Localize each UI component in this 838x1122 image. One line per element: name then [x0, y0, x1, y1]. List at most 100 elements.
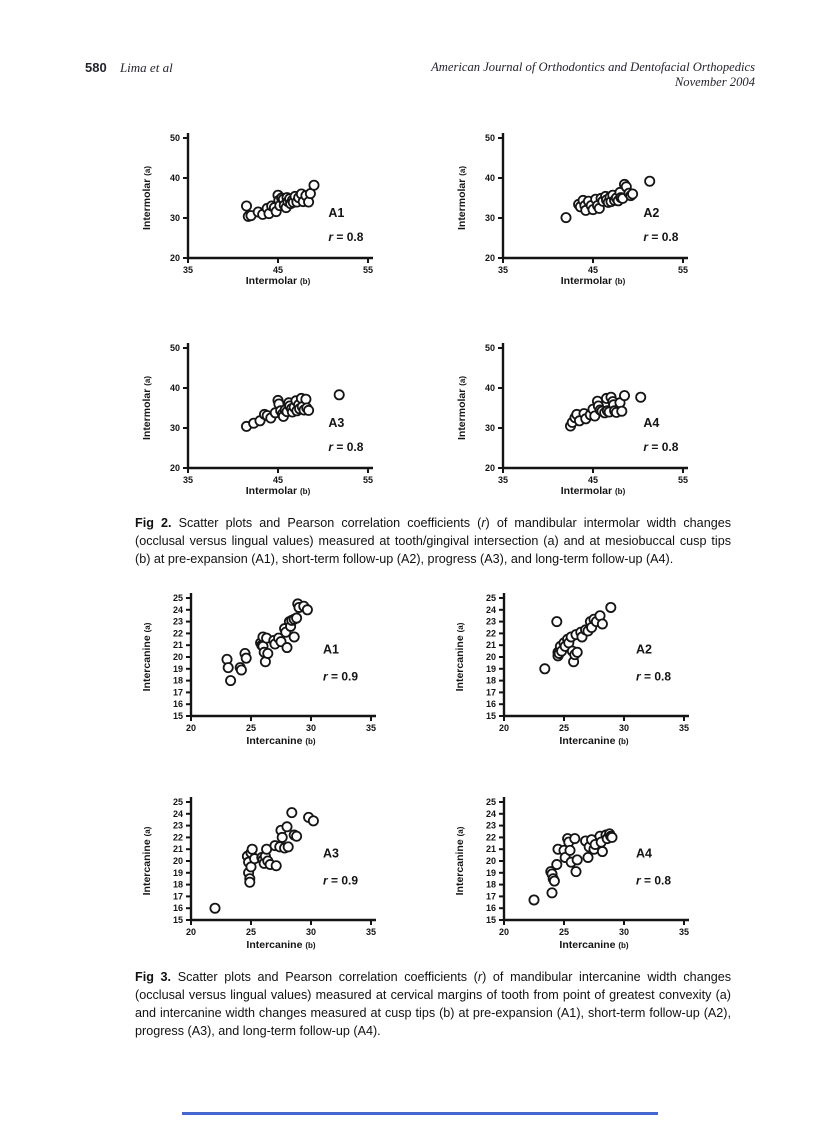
svg-text:18: 18 — [486, 676, 496, 686]
svg-text:r = 0.8: r = 0.8 — [643, 230, 678, 244]
svg-text:r = 0.8: r = 0.8 — [636, 874, 671, 888]
svg-text:45: 45 — [273, 475, 283, 485]
svg-text:A1: A1 — [328, 206, 344, 220]
svg-text:22: 22 — [486, 628, 496, 638]
fig2-caption: Fig 2. Scatter plots and Pearson correla… — [135, 516, 731, 566]
svg-text:55: 55 — [363, 265, 373, 275]
svg-text:25: 25 — [486, 797, 496, 807]
authors: Lima et al — [119, 60, 173, 75]
svg-text:21: 21 — [173, 844, 183, 854]
svg-text:20: 20 — [173, 652, 183, 662]
svg-text:Intercanine (b): Intercanine (b) — [246, 939, 315, 951]
scatter-plot-fig2-a4: 35 45 55 20 30 40 50 Intermolar (b) Intermolar (… — [450, 330, 735, 521]
svg-text:A1: A1 — [323, 642, 339, 656]
svg-text:20: 20 — [485, 463, 495, 473]
svg-text:21: 21 — [486, 844, 496, 854]
svg-text:30: 30 — [306, 927, 316, 937]
svg-text:A2: A2 — [636, 642, 652, 656]
svg-text:18: 18 — [173, 676, 183, 686]
svg-text:17: 17 — [486, 687, 496, 697]
svg-text:25: 25 — [559, 723, 569, 733]
svg-text:24: 24 — [486, 605, 496, 615]
svg-text:20: 20 — [486, 652, 496, 662]
fig3-caption: Fig 3. Scatter plots and Pearson correla… — [135, 970, 732, 1038]
svg-text:22: 22 — [173, 628, 183, 638]
svg-text:15: 15 — [173, 711, 183, 721]
svg-text:20: 20 — [499, 723, 509, 733]
svg-text:16: 16 — [486, 903, 496, 913]
svg-text:24: 24 — [173, 605, 183, 615]
svg-text:A3: A3 — [328, 416, 344, 430]
svg-text:r = 0.9: r = 0.9 — [323, 874, 358, 888]
scatter-plot-fig3-a1: 20 25 30 35 15 16 17 18 19 20 21 22 23 24 25 Intercanin… — [135, 586, 420, 765]
svg-text:Intermolar (b): Intermolar (b) — [561, 485, 626, 497]
svg-text:19: 19 — [173, 868, 183, 878]
svg-text:r = 0.8: r = 0.8 — [643, 440, 678, 454]
svg-text:23: 23 — [486, 821, 496, 831]
svg-text:17: 17 — [173, 891, 183, 901]
header-right: American Journal of Orthodontics and Den… — [431, 60, 755, 90]
svg-text:18: 18 — [173, 880, 183, 890]
scatter-plot-fig3-a4: 20 25 30 35 15 16 17 18 19 20 21 22 23 24 25 Intercanin… — [448, 790, 733, 969]
scatter-plot-fig3-a3: 20 25 30 35 15 16 17 18 19 20 21 22 23 24 25 Intercanin… — [135, 790, 420, 969]
scatter-plot-fig2-a2: 35 45 55 20 30 40 50 Intermolar (b) Intermolar (… — [450, 120, 735, 311]
svg-text:16: 16 — [486, 699, 496, 709]
svg-text:45: 45 — [588, 265, 598, 275]
svg-text:50: 50 — [170, 343, 180, 353]
page-number: 580 — [85, 60, 107, 75]
svg-text:50: 50 — [170, 133, 180, 143]
svg-text:30: 30 — [306, 723, 316, 733]
svg-text:r = 0.8: r = 0.8 — [328, 230, 363, 244]
svg-text:A2: A2 — [643, 206, 659, 220]
svg-text:20: 20 — [499, 927, 509, 937]
scatter-plot-fig2-a3: 35 45 55 20 30 40 50 Intermolar (b) Intermolar (… — [135, 330, 420, 521]
svg-text:23: 23 — [173, 821, 183, 831]
svg-text:25: 25 — [246, 927, 256, 937]
svg-text:30: 30 — [619, 927, 629, 937]
svg-text:35: 35 — [183, 265, 193, 275]
svg-text:30: 30 — [485, 213, 495, 223]
svg-text:18: 18 — [486, 880, 496, 890]
svg-text:15: 15 — [173, 915, 183, 925]
svg-text:25: 25 — [486, 593, 496, 603]
svg-text:15: 15 — [486, 915, 496, 925]
svg-text:20: 20 — [186, 723, 196, 733]
svg-text:22: 22 — [173, 832, 183, 842]
svg-text:55: 55 — [363, 475, 373, 485]
svg-text:40: 40 — [485, 173, 495, 183]
svg-text:35: 35 — [183, 475, 193, 485]
svg-text:17: 17 — [173, 687, 183, 697]
svg-text:30: 30 — [170, 213, 180, 223]
svg-text:40: 40 — [485, 383, 495, 393]
svg-text:25: 25 — [173, 593, 183, 603]
svg-text:Intermolar (b): Intermolar (b) — [246, 275, 311, 287]
svg-text:Intermolar (b): Intermolar (b) — [246, 485, 311, 497]
svg-text:Intermolar (a): Intermolar (a) — [456, 166, 468, 230]
svg-text:35: 35 — [679, 723, 689, 733]
svg-text:Intercanine (a): Intercanine (a) — [141, 826, 153, 895]
svg-text:24: 24 — [173, 809, 183, 819]
svg-text:30: 30 — [619, 723, 629, 733]
svg-text:A4: A4 — [636, 846, 652, 860]
svg-text:45: 45 — [588, 475, 598, 485]
svg-text:35: 35 — [366, 723, 376, 733]
svg-text:Intermolar (a): Intermolar (a) — [141, 166, 153, 230]
svg-text:25: 25 — [559, 927, 569, 937]
svg-text:r = 0.8: r = 0.8 — [328, 440, 363, 454]
svg-text:40: 40 — [170, 173, 180, 183]
svg-text:55: 55 — [678, 475, 688, 485]
svg-text:20: 20 — [173, 856, 183, 866]
svg-text:35: 35 — [366, 927, 376, 937]
svg-text:30: 30 — [170, 423, 180, 433]
svg-text:35: 35 — [498, 265, 508, 275]
svg-text:Intermolar (a): Intermolar (a) — [141, 376, 153, 440]
svg-text:23: 23 — [173, 617, 183, 627]
svg-text:19: 19 — [486, 664, 496, 674]
scatter-plot-fig3-a2: 20 25 30 35 15 16 17 18 19 20 21 22 23 24 25 Intercanin… — [448, 586, 733, 765]
journal-issue-date: November 2004 — [674, 75, 755, 89]
svg-text:35: 35 — [679, 927, 689, 937]
svg-text:22: 22 — [486, 832, 496, 842]
svg-text:50: 50 — [485, 343, 495, 353]
svg-text:19: 19 — [173, 664, 183, 674]
svg-text:Intercanine (b): Intercanine (b) — [559, 735, 628, 747]
